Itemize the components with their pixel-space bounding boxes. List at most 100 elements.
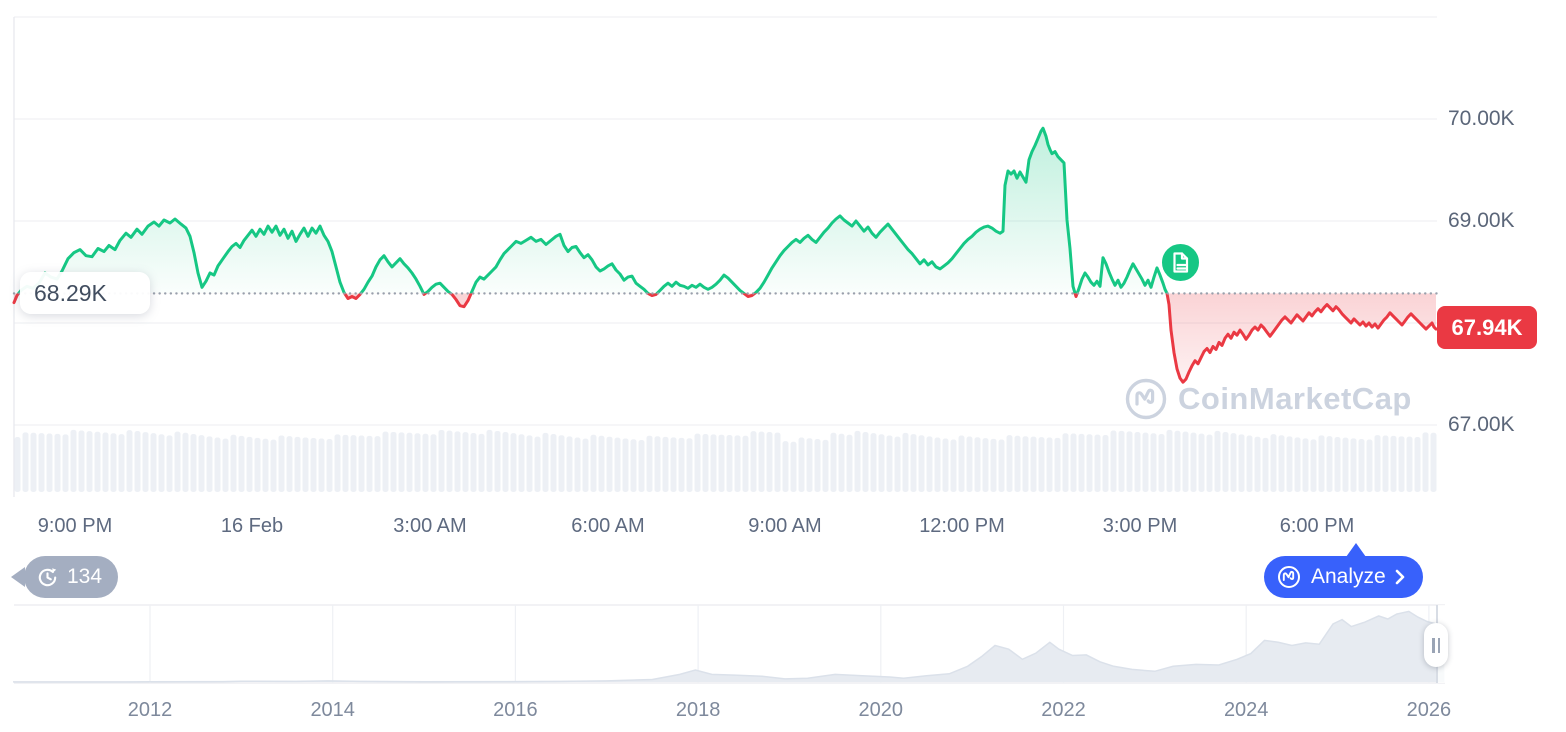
volume-bar	[1326, 436, 1333, 492]
x-axis-tick-label: 3:00 PM	[1102, 515, 1178, 537]
price-chart-canvas[interactable]	[0, 0, 1566, 502]
x-axis-tick-label: 9:00 AM	[748, 515, 822, 537]
volume-bar	[878, 434, 885, 492]
volume-bar	[1390, 435, 1397, 492]
navigator-year-label: 2020	[858, 699, 904, 721]
volume-bar	[382, 431, 389, 492]
navigator-year-label: 2016	[493, 699, 538, 721]
volume-bar	[94, 431, 101, 492]
analyze-pointer-triangle	[1346, 543, 1366, 557]
volume-bar	[102, 432, 109, 492]
volume-bar	[1406, 436, 1413, 492]
x-axis-tick-label: 12:00 PM	[919, 515, 1005, 537]
volume-bar	[462, 432, 469, 492]
volume-bar	[1134, 431, 1141, 492]
volume-bar	[422, 433, 429, 492]
volume-bar	[1182, 431, 1189, 492]
x-axis-tick-label: 6:00 PM	[1279, 515, 1355, 537]
volume-bar	[1334, 436, 1341, 492]
volume-bar	[1166, 429, 1173, 492]
volume-bar	[1262, 437, 1269, 492]
volume-bar	[734, 435, 741, 492]
volume-bar	[1430, 432, 1437, 492]
volume-bar	[414, 433, 421, 492]
y-axis-tick-label: 70.00K	[1448, 107, 1515, 130]
volume-bar	[1374, 435, 1381, 492]
volume-bar	[174, 431, 181, 492]
volume-bar	[1246, 435, 1253, 492]
volume-bar	[1070, 433, 1077, 492]
volume-bar	[774, 432, 781, 492]
volume-bar	[766, 432, 773, 492]
volume-bar	[1318, 435, 1325, 492]
volume-bar	[470, 432, 477, 492]
volume-bar	[1174, 430, 1181, 492]
volume-bar	[790, 441, 797, 492]
volume-bar	[270, 439, 277, 492]
chevron-right-icon	[1395, 569, 1405, 585]
volume-bar	[1206, 434, 1213, 492]
volume-bar	[222, 438, 229, 492]
price-area-down	[14, 293, 1436, 383]
volume-bar	[366, 435, 373, 492]
volume-bar	[782, 441, 789, 492]
news-document-icon	[1159, 241, 1202, 284]
navigator-year-label: 2014	[310, 699, 355, 721]
navigator-area	[13, 611, 1445, 682]
volume-bar	[990, 438, 997, 492]
volume-bar	[918, 435, 925, 492]
volume-bar	[1222, 431, 1229, 492]
volume-bar	[982, 438, 989, 492]
volume-bar	[622, 438, 629, 492]
volume-bar	[902, 432, 909, 492]
volume-bar	[1158, 434, 1165, 492]
baseline-price-text: 68.29K	[34, 279, 107, 306]
volume-bar	[406, 432, 413, 492]
volume-bar	[230, 434, 237, 492]
volume-bar	[238, 435, 245, 492]
volume-bar	[1046, 437, 1053, 492]
volume-bar	[1190, 432, 1197, 492]
volume-bar	[118, 434, 125, 492]
volume-bar	[1094, 434, 1101, 492]
volume-bar	[1118, 430, 1125, 492]
volume-bar	[438, 429, 445, 492]
volume-bar	[374, 436, 381, 492]
volume-bar	[390, 431, 397, 492]
volume-bar	[198, 435, 205, 492]
volume-bar	[1398, 436, 1405, 492]
volume-bar	[566, 436, 573, 492]
volume-bar	[182, 432, 189, 492]
volume-bar	[62, 434, 69, 492]
volume-bar	[14, 437, 21, 492]
news-event-marker[interactable]	[1158, 240, 1203, 285]
volume-bar	[1414, 437, 1421, 492]
volume-bar	[206, 436, 213, 492]
volume-bar	[262, 438, 269, 492]
volume-bar	[958, 435, 965, 492]
history-clock-icon	[38, 567, 57, 586]
volume-bar	[926, 436, 933, 492]
volume-bar	[1342, 437, 1349, 492]
volume-bar	[798, 437, 805, 492]
volume-bar	[486, 429, 493, 492]
history-events-badge[interactable]: 134	[10, 556, 119, 598]
volume-bar	[662, 436, 669, 492]
volume-bar	[1286, 436, 1293, 492]
volume-bar	[998, 439, 1005, 492]
volume-bar	[638, 439, 645, 492]
volume-bar	[278, 435, 285, 492]
volume-bar	[910, 434, 917, 492]
price-area-up	[18, 128, 1167, 294]
current-price-text: 67.94K	[1451, 314, 1523, 340]
volume-bar	[1062, 433, 1069, 492]
volume-bar	[1278, 435, 1285, 492]
watermark-text: CoinMarketCap	[1178, 381, 1412, 416]
analyze-button[interactable]: Analyze	[1264, 556, 1423, 598]
volume-bar	[526, 435, 533, 492]
volume-bar	[686, 438, 693, 492]
volume-bar	[846, 434, 853, 492]
navigator-right-handle[interactable]	[1424, 623, 1448, 667]
